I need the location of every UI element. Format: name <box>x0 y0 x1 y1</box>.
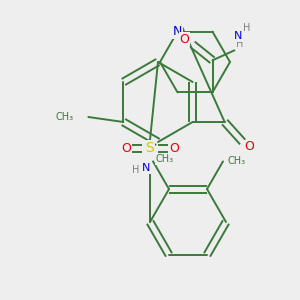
Text: CH₃: CH₃ <box>55 112 74 122</box>
Text: O: O <box>180 33 189 46</box>
Text: N: N <box>173 25 182 38</box>
Text: N: N <box>142 163 150 173</box>
Text: O: O <box>121 142 131 154</box>
Text: S: S <box>146 141 154 155</box>
Text: CH₃: CH₃ <box>156 154 174 164</box>
Text: O: O <box>169 142 179 154</box>
Text: H: H <box>236 39 243 49</box>
Text: H: H <box>132 165 140 175</box>
Text: O: O <box>245 140 255 154</box>
Text: H: H <box>243 23 250 33</box>
Text: CH₃: CH₃ <box>228 156 246 167</box>
Text: N: N <box>234 31 243 41</box>
